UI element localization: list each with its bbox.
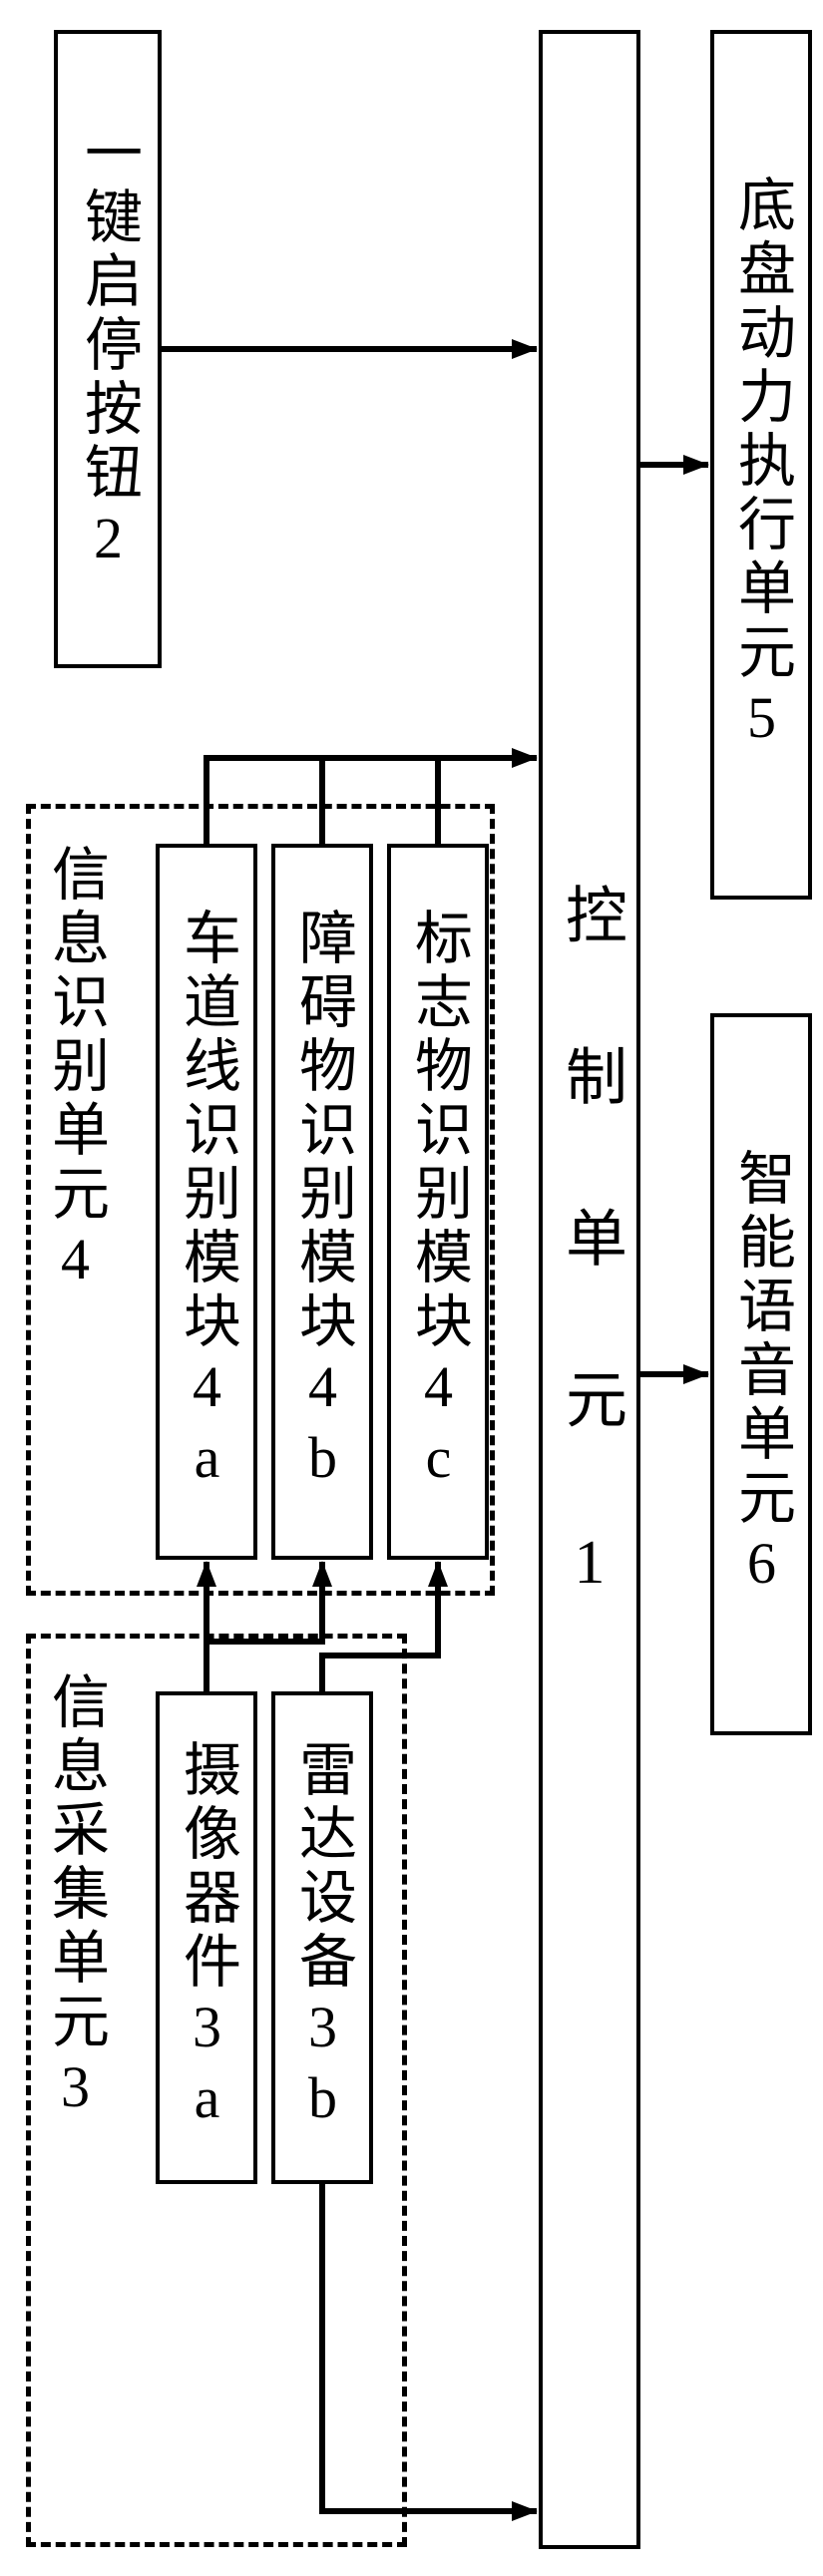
radar-box: 雷达设备3b xyxy=(271,1691,373,2184)
camera-box: 摄像器件3a xyxy=(156,1691,257,2184)
radar-label: 雷达设备3b xyxy=(293,1739,351,2136)
start-stop-button-label: 一键启停按钮2 xyxy=(79,123,137,576)
info-collect-unit-label-wrap: 信息采集单元3 xyxy=(46,1671,104,2130)
info-recog-unit-label-wrap: 信息识别单元4 xyxy=(46,844,104,1302)
control-unit-box: 控制单元1 xyxy=(539,30,640,2549)
sign-module-label: 标志物识别模块4c xyxy=(409,908,467,1496)
chassis-unit-label: 底盘动力执行单元5 xyxy=(732,175,790,756)
sign-module-box: 标志物识别模块4c xyxy=(387,844,489,1560)
info-collect-unit-label: 信息采集单元3 xyxy=(46,1671,104,2125)
control-unit-label: 控制单元1 xyxy=(559,883,620,1696)
voice-unit-box: 智能语音单元6 xyxy=(710,1013,812,1735)
start-stop-button-box: 一键启停按钮2 xyxy=(54,30,162,668)
diagram-root: 一键启停按钮2 信息识别单元4 车道线识别模块4a 障碍物识别模块4b 标志物识… xyxy=(0,0,823,2576)
lane-module-label: 车道线识别模块4a xyxy=(178,908,235,1496)
info-recog-unit-label: 信息识别单元4 xyxy=(46,844,104,1297)
voice-unit-label: 智能语音单元6 xyxy=(732,1148,790,1602)
chassis-unit-box: 底盘动力执行单元5 xyxy=(710,30,812,900)
obstacle-module-label: 障碍物识别模块4b xyxy=(293,908,351,1496)
lane-module-box: 车道线识别模块4a xyxy=(156,844,257,1560)
obstacle-module-box: 障碍物识别模块4b xyxy=(271,844,373,1560)
camera-label: 摄像器件3a xyxy=(178,1739,235,2136)
